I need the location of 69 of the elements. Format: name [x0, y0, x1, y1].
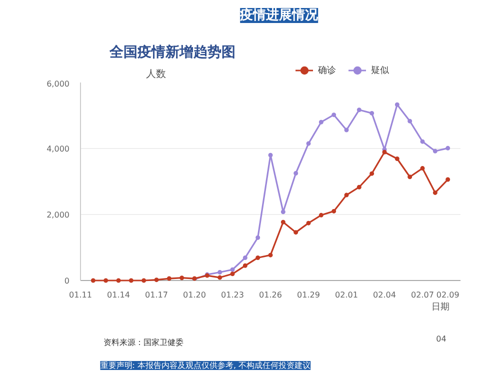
point [344, 128, 349, 132]
y-tick-label: 0 [64, 276, 70, 286]
point [344, 192, 349, 198]
point [142, 278, 146, 283]
point [356, 108, 362, 112]
point [256, 235, 260, 240]
point [306, 141, 311, 146]
point [280, 220, 286, 224]
text: 重要声明: 本报告内容及观点仅供参考, 不构成任何投资建议 [100, 361, 311, 370]
legend-label: 疑似 [371, 64, 390, 76]
point [408, 118, 412, 124]
x-tick-label: 01.23 [221, 290, 244, 300]
point [230, 267, 235, 272]
point [432, 148, 438, 154]
x-tick-label: 02.07 [411, 290, 434, 300]
point [432, 190, 438, 195]
point [294, 171, 298, 176]
point [180, 276, 184, 280]
legend-label: 确诊 [318, 64, 337, 76]
point [446, 177, 450, 182]
point [242, 255, 248, 260]
point [370, 110, 374, 116]
point [332, 208, 336, 214]
point [116, 278, 121, 283]
chart-subtitle: 全国疫情新增趋势图 [108, 44, 236, 60]
point [394, 102, 400, 107]
point [318, 212, 324, 218]
point [318, 120, 324, 124]
x-tick-label: 01.14 [107, 290, 130, 300]
point [166, 276, 172, 281]
x-tick-label: 02.04 [373, 290, 396, 300]
point [370, 171, 374, 176]
x-tick-label: 02.09 [436, 290, 460, 300]
point [394, 156, 400, 161]
x-tick-label: 01.26 [259, 290, 282, 300]
point [420, 139, 425, 144]
text: 资料来源：国家卫健委 [103, 338, 184, 347]
x-tick-label: 01.29 [297, 290, 320, 300]
point [446, 146, 450, 150]
point [294, 230, 298, 235]
point [128, 278, 134, 283]
point [90, 278, 96, 283]
x-axis-title: 日期 [432, 302, 450, 312]
y-tick-label: 4,000 [46, 144, 70, 154]
x-tick-label: 01.11 [69, 290, 92, 300]
y-tick-label: 2,000 [46, 210, 70, 220]
x-tick-label: 02.01 [335, 290, 358, 300]
x-tick-label: 01.17 [145, 290, 168, 300]
chart-title: 疫情进展情况 [239, 7, 320, 23]
point [218, 270, 222, 274]
text: 04 [436, 334, 446, 344]
point [382, 150, 387, 154]
point [218, 275, 222, 280]
point [154, 278, 159, 282]
point [230, 272, 235, 276]
y-tick-label: 6,000 [46, 80, 70, 88]
x-tick-label: 01.20 [183, 290, 206, 300]
point [420, 166, 425, 171]
point [408, 174, 412, 180]
point [332, 112, 336, 118]
point [306, 220, 311, 226]
point [280, 210, 286, 214]
point [356, 184, 362, 190]
point [104, 278, 108, 283]
point [268, 252, 273, 258]
point [256, 255, 260, 260]
y-axis-title: 人数 [146, 69, 166, 80]
point [268, 152, 273, 158]
point [242, 263, 248, 268]
